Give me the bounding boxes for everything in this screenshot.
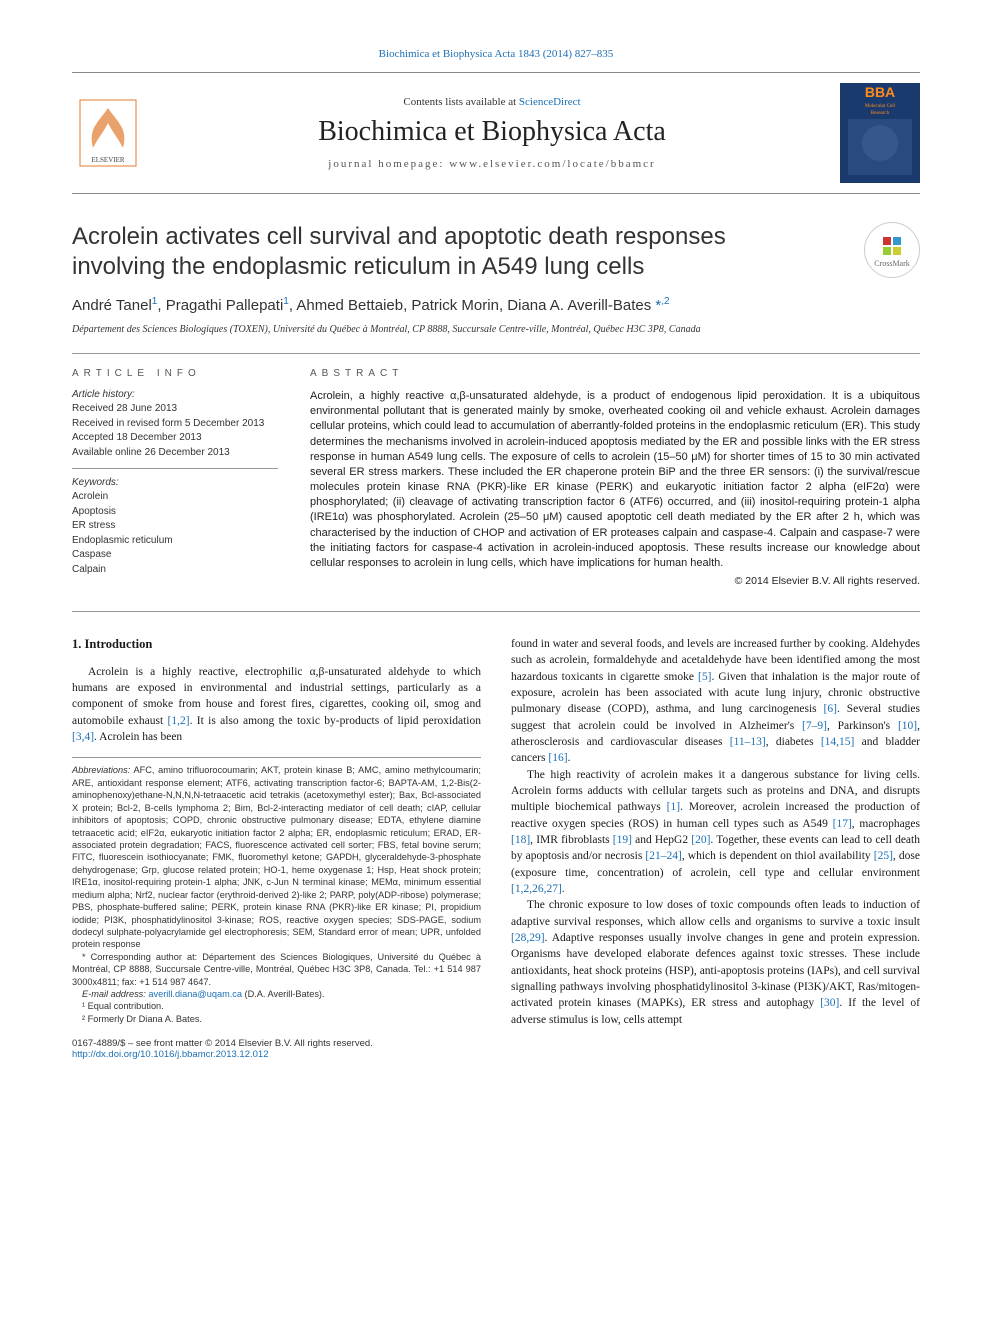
article-history: Article history: Received 28 June 2013 R…: [72, 389, 278, 469]
article-title: Acrolein activates cell survival and apo…: [72, 222, 802, 282]
bottom-bar: 0167-4889/$ – see front matter © 2014 El…: [72, 1038, 920, 1060]
issn-line: 0167-4889/$ – see front matter © 2014 El…: [72, 1038, 373, 1049]
keyword: Apoptosis: [72, 505, 278, 520]
keywords-block: Keywords: Acrolein Apoptosis ER stress E…: [72, 477, 278, 577]
crossmark-badge[interactable]: CrossMark: [864, 222, 920, 278]
body-columns: 1. Introduction Acrolein is a highly rea…: [72, 636, 920, 1028]
footnote-block: Abbreviations: AFC, amino trifluorocouma…: [72, 757, 481, 1025]
bba-cover-thumbnail: BBA Molecular Cell Research: [840, 83, 920, 183]
abbr-text: AFC, amino trifluorocoumarin; AKT, prote…: [72, 765, 481, 949]
citation-ref[interactable]: [11–13]: [730, 736, 766, 748]
keyword: Endoplasmic reticulum: [72, 534, 278, 549]
citation-ref[interactable]: [16]: [548, 752, 567, 764]
email-link[interactable]: averill.diana@uqam.ca: [148, 989, 242, 999]
citation-ref[interactable]: [19]: [613, 834, 632, 846]
authors: André Tanel1, Pragathi Pallepati1, Ahmed…: [72, 296, 920, 314]
citation-ref[interactable]: [14,15]: [821, 736, 855, 748]
history-line: Received in revised form 5 December 2013: [72, 417, 278, 432]
section-heading: 1. Introduction: [72, 636, 481, 654]
abstract-label: abstract: [310, 368, 920, 379]
divider: [72, 353, 920, 354]
header-center: Contents lists available at ScienceDirec…: [144, 96, 840, 170]
citation-ref[interactable]: [1,2]: [168, 715, 190, 727]
citation-ref[interactable]: [25]: [874, 850, 893, 862]
article-info: article info Article history: Received 2…: [72, 368, 278, 587]
citation-ref[interactable]: [17]: [833, 818, 852, 830]
elsevier-logo: ELSEVIER: [72, 93, 144, 173]
issn-doi: 0167-4889/$ – see front matter © 2014 El…: [72, 1038, 373, 1060]
footnote-former: ² Formerly Dr Diana A. Bates.: [72, 1013, 481, 1025]
svg-text:BBA: BBA: [865, 84, 895, 100]
corresponding-author: * Corresponding author at: Département d…: [72, 951, 481, 988]
info-abstract-row: article info Article history: Received 2…: [72, 368, 920, 599]
history-line: Received 28 June 2013: [72, 402, 278, 417]
citation-ref[interactable]: [3,4]: [72, 731, 94, 743]
keyword: Calpain: [72, 563, 278, 578]
abstract-copyright: © 2014 Elsevier B.V. All rights reserved…: [310, 575, 920, 587]
body-paragraph: The high reactivity of acrolein makes it…: [511, 767, 920, 898]
keyword: Acrolein: [72, 490, 278, 505]
abstract: abstract Acrolein, a highly reactive α,β…: [310, 368, 920, 587]
article-info-label: article info: [72, 368, 278, 379]
citation-ref[interactable]: [30]: [820, 997, 839, 1009]
history-heading: Article history:: [72, 389, 278, 400]
citation-ref[interactable]: [6]: [824, 703, 837, 715]
abbr-label: Abbreviations:: [72, 765, 130, 775]
contents-prefix: Contents lists available at: [403, 96, 518, 108]
abbreviations: Abbreviations: AFC, amino trifluorocouma…: [72, 764, 481, 950]
citation-ref[interactable]: [21–24]: [645, 850, 681, 862]
citation-ref[interactable]: [20]: [691, 834, 710, 846]
citation-ref[interactable]: [10]: [898, 720, 917, 732]
keywords-heading: Keywords:: [72, 477, 278, 488]
citation-ref[interactable]: [28,29]: [511, 932, 545, 944]
page-root: Biochimica et Biophysica Acta 1843 (2014…: [0, 0, 992, 1100]
keyword: Caspase: [72, 548, 278, 563]
email-line: E-mail address: averill.diana@uqam.ca (D…: [72, 988, 481, 1000]
doi-link[interactable]: http://dx.doi.org/10.1016/j.bbamcr.2013.…: [72, 1049, 268, 1060]
citation-ref[interactable]: [7–9]: [802, 720, 827, 732]
citation-ref[interactable]: [18]: [511, 834, 530, 846]
citation-ref[interactable]: [1,2,26,27]: [511, 883, 562, 895]
body-paragraph: Acrolein is a highly reactive, electroph…: [72, 664, 481, 746]
svg-text:Molecular Cell: Molecular Cell: [865, 104, 896, 109]
contents-available: Contents lists available at ScienceDirec…: [144, 96, 840, 108]
abstract-text: Acrolein, a highly reactive α,β-unsatura…: [310, 389, 920, 571]
body-paragraph: The chronic exposure to low doses of tox…: [511, 897, 920, 1028]
citation-ref[interactable]: [1]: [667, 801, 680, 813]
sciencedirect-link[interactable]: ScienceDirect: [519, 96, 581, 108]
citation-ref[interactable]: [5]: [698, 671, 711, 683]
journal-homepage: journal homepage: www.elsevier.com/locat…: [144, 158, 840, 170]
top-citation: Biochimica et Biophysica Acta 1843 (2014…: [72, 48, 920, 60]
crossmark-label: CrossMark: [874, 259, 910, 268]
divider: [72, 611, 920, 612]
svg-text:ELSEVIER: ELSEVIER: [91, 156, 124, 164]
title-section: Acrolein activates cell survival and apo…: [72, 222, 920, 282]
history-line: Accepted 18 December 2013: [72, 431, 278, 446]
footnote-equal: ¹ Equal contribution.: [72, 1000, 481, 1012]
body-paragraph: found in water and several foods, and le…: [511, 636, 920, 767]
history-line: Available online 26 December 2013: [72, 446, 278, 461]
keyword: ER stress: [72, 519, 278, 534]
svg-text:Research: Research: [871, 111, 890, 116]
affiliation: Département des Sciences Biologiques (TO…: [72, 324, 920, 335]
journal-header: ELSEVIER Contents lists available at Sci…: [72, 72, 920, 194]
journal-name: Biochimica et Biophysica Acta: [144, 116, 840, 148]
